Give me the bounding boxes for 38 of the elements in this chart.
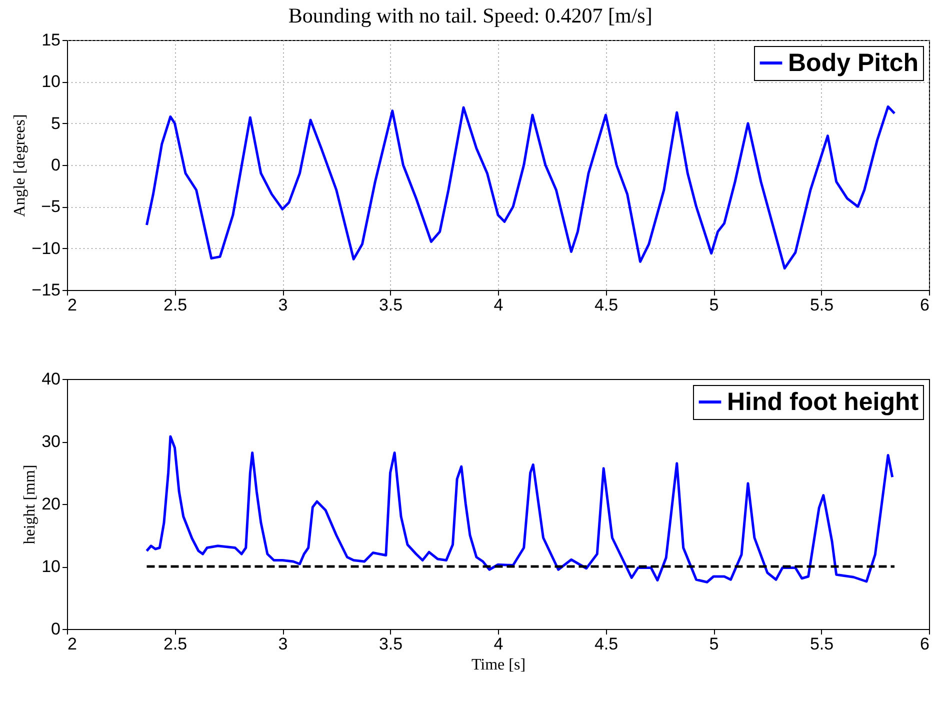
x-tick-label: 5.5 (810, 296, 834, 314)
x-tick-label: 2 (68, 296, 77, 314)
x-tick-label: 4 (494, 296, 504, 314)
y-axis-title: Angle [degrees] (12, 114, 29, 217)
x-tick-label: 3 (278, 296, 288, 314)
y-tick-label: −5 (41, 197, 60, 216)
x-tick-label: 3.5 (378, 634, 403, 654)
x-tick-label: 2.5 (163, 296, 188, 314)
x-tick-label: 6 (920, 634, 930, 654)
y-tick-label: 10 (42, 72, 60, 92)
y-tick-label: −15 (32, 280, 60, 300)
y-tick-label: 0 (51, 156, 60, 174)
x-tick-label: 3.5 (378, 296, 403, 314)
x-tick-label: 2.5 (163, 634, 188, 654)
x-tick-label: 4.5 (594, 296, 618, 314)
y-tick-label: 10 (42, 557, 60, 576)
chart-title: Bounding with no tail. Speed: 0.4207 [m/s] (288, 4, 652, 28)
y-axis-title: height [mm] (22, 464, 39, 544)
x-axis-title: Time [s] (471, 656, 526, 674)
y-tick-label: 30 (42, 432, 60, 451)
x-tick-label: 2 (68, 634, 77, 654)
x-tick-label: 4 (494, 634, 504, 654)
y-tick-label: 5 (51, 114, 60, 133)
x-tick-label: 4.5 (594, 634, 618, 654)
line-series (145, 435, 894, 584)
y-tick-label: 0 (51, 620, 60, 638)
y-tick-label: −10 (32, 238, 60, 258)
legend-label: Body Pitch (788, 49, 919, 77)
y-tick-label: 15 (42, 30, 60, 50)
x-tick-label: 3 (278, 634, 288, 654)
x-tick-label: 5 (709, 296, 719, 314)
y-tick-label: 20 (42, 494, 60, 514)
x-tick-label: 6 (920, 296, 930, 314)
x-tick-label: 5.5 (810, 634, 834, 654)
line-series (145, 105, 896, 270)
y-tick-label: 40 (42, 370, 60, 388)
x-tick-label: 5 (709, 634, 719, 654)
legend-label: Hind foot height (727, 388, 920, 416)
